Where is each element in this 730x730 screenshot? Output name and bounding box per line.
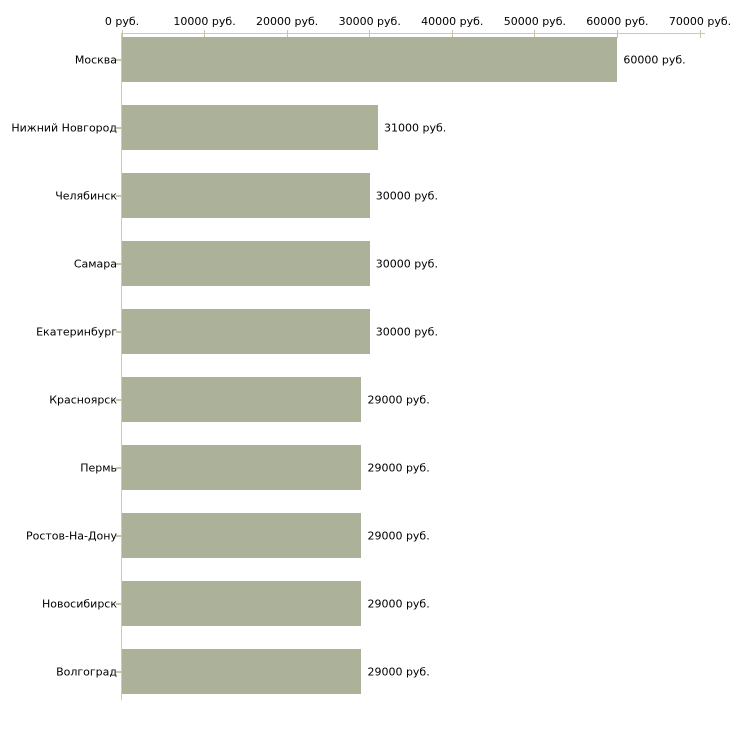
x-tick-label: 10000 руб. (173, 15, 236, 28)
x-tick-mark (369, 30, 371, 38)
category-label: Самара (73, 257, 117, 270)
x-tick-label: 40000 руб. (421, 15, 484, 28)
value-label: 30000 руб. (375, 189, 438, 202)
category-label: Красноярск (49, 393, 117, 406)
y-tick-mark (116, 398, 122, 401)
y-tick-mark (116, 262, 122, 265)
x-tick-label: 30000 руб. (338, 15, 401, 28)
bar (122, 37, 618, 82)
category-label: Челябинск (55, 189, 117, 202)
bar (122, 445, 362, 490)
y-tick-mark (116, 126, 122, 129)
x-tick-label: 70000 руб. (668, 15, 730, 28)
x-tick-label: 60000 руб. (586, 15, 649, 28)
x-tick-mark (121, 30, 123, 38)
value-label: 60000 руб. (623, 53, 686, 66)
category-label: Пермь (80, 461, 117, 474)
bar (122, 581, 362, 626)
bar (122, 241, 370, 286)
x-axis-line (121, 33, 705, 34)
x-tick-mark (451, 30, 453, 38)
category-label: Волгоград (56, 665, 117, 678)
y-tick-mark (116, 670, 122, 673)
value-label: 29000 руб. (367, 529, 430, 542)
category-label: Новосибирск (41, 597, 117, 610)
value-label: 29000 руб. (367, 665, 430, 678)
x-tick-label: 20000 руб. (256, 15, 319, 28)
bar (122, 105, 378, 150)
bar (122, 513, 362, 558)
value-label: 31000 руб. (383, 121, 447, 134)
y-tick-mark (116, 330, 122, 333)
x-tick-mark (286, 30, 288, 38)
y-tick-mark (116, 534, 122, 537)
x-tick-mark (534, 30, 536, 38)
y-tick-mark (116, 602, 122, 605)
category-label: Москва (74, 53, 117, 66)
x-tick-mark (699, 30, 701, 38)
value-label: 30000 руб. (375, 257, 438, 270)
bar (122, 173, 370, 218)
category-label: Екатеринбург (36, 325, 117, 338)
y-tick-mark (116, 58, 122, 61)
y-tick-mark (116, 194, 122, 197)
x-tick-label: 0 руб. (104, 15, 140, 28)
y-tick-mark (116, 466, 122, 469)
bar (122, 377, 362, 422)
value-label: 29000 руб. (367, 393, 430, 406)
bar (122, 649, 362, 694)
x-tick-mark (616, 30, 618, 38)
category-label: Ростов-На-Дону (25, 529, 117, 542)
x-tick-label: 50000 руб. (503, 15, 566, 28)
y-axis-line (121, 33, 122, 700)
value-label: 30000 руб. (375, 325, 438, 338)
category-label: Нижний Новгород (11, 121, 117, 134)
bar (122, 309, 370, 354)
value-label: 29000 руб. (367, 461, 430, 474)
x-tick-mark (204, 30, 206, 38)
value-label: 29000 руб. (367, 597, 430, 610)
